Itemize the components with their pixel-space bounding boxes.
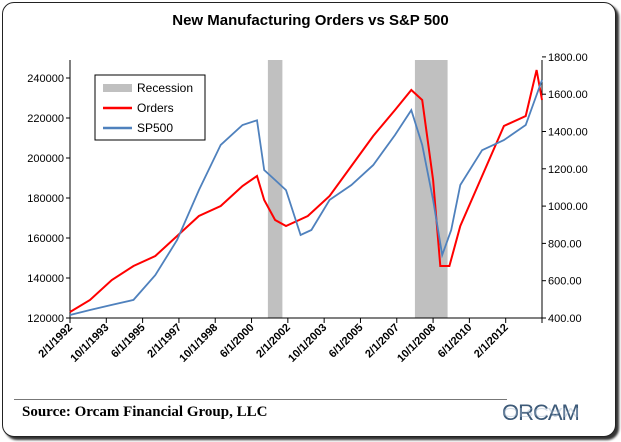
y-right-tick-label: 1800.00 bbox=[548, 52, 588, 64]
y-right-tick-label: 800.00 bbox=[548, 238, 582, 250]
x-tick-label: 2/1/2012 bbox=[472, 322, 511, 361]
y-left-tick-label: 140000 bbox=[27, 273, 64, 285]
y-left-tick-label: 180000 bbox=[27, 193, 64, 205]
x-tick-label: 6/1/2005 bbox=[327, 322, 366, 361]
y-right-tick-label: 1400.00 bbox=[548, 127, 588, 139]
x-tick-label: 6/1/2000 bbox=[218, 322, 257, 361]
y-right-tick-label: 1600.00 bbox=[548, 89, 588, 101]
series-line-sp500 bbox=[69, 79, 543, 316]
y-right-tick-label: 600.00 bbox=[548, 276, 582, 288]
y-right-tick-label: 400.00 bbox=[548, 313, 582, 325]
recession-band bbox=[267, 60, 283, 318]
y-right-tick-label: 1000.00 bbox=[548, 201, 588, 213]
footer-divider bbox=[14, 399, 507, 400]
source-note: Source: Orcam Financial Group, LLC bbox=[22, 404, 268, 420]
x-tick-label: 10/1/2008 bbox=[395, 322, 438, 365]
x-tick-label: 10/1/1998 bbox=[177, 322, 220, 365]
orcam-logo: ORCAM bbox=[502, 400, 580, 425]
x-tick-label: 10/1/1993 bbox=[68, 322, 111, 365]
orcam-logo-reflection: ORCAM bbox=[502, 405, 579, 420]
y-left-tick-label: 240000 bbox=[27, 73, 64, 85]
x-tick-label: 6/1/1995 bbox=[109, 322, 148, 361]
legend: Recession Orders SP500 bbox=[94, 74, 206, 141]
legend-label-recession: Recession bbox=[137, 81, 193, 95]
legend-label-orders: Orders bbox=[137, 101, 174, 115]
y-left-tick-label: 120000 bbox=[27, 313, 64, 325]
x-tick-label: 10/1/2003 bbox=[286, 322, 329, 365]
y-left-tick-label: 160000 bbox=[27, 233, 64, 245]
legend-label-sp500: SP500 bbox=[137, 121, 173, 135]
chart-title: New Manufacturing Orders vs S&P 500 bbox=[172, 12, 449, 29]
y-left-tick-label: 220000 bbox=[27, 113, 64, 125]
x-tick-label: 6/1/2010 bbox=[436, 322, 475, 361]
y-left-tick-label: 200000 bbox=[27, 153, 64, 165]
y-right-tick-label: 1200.00 bbox=[548, 164, 588, 176]
